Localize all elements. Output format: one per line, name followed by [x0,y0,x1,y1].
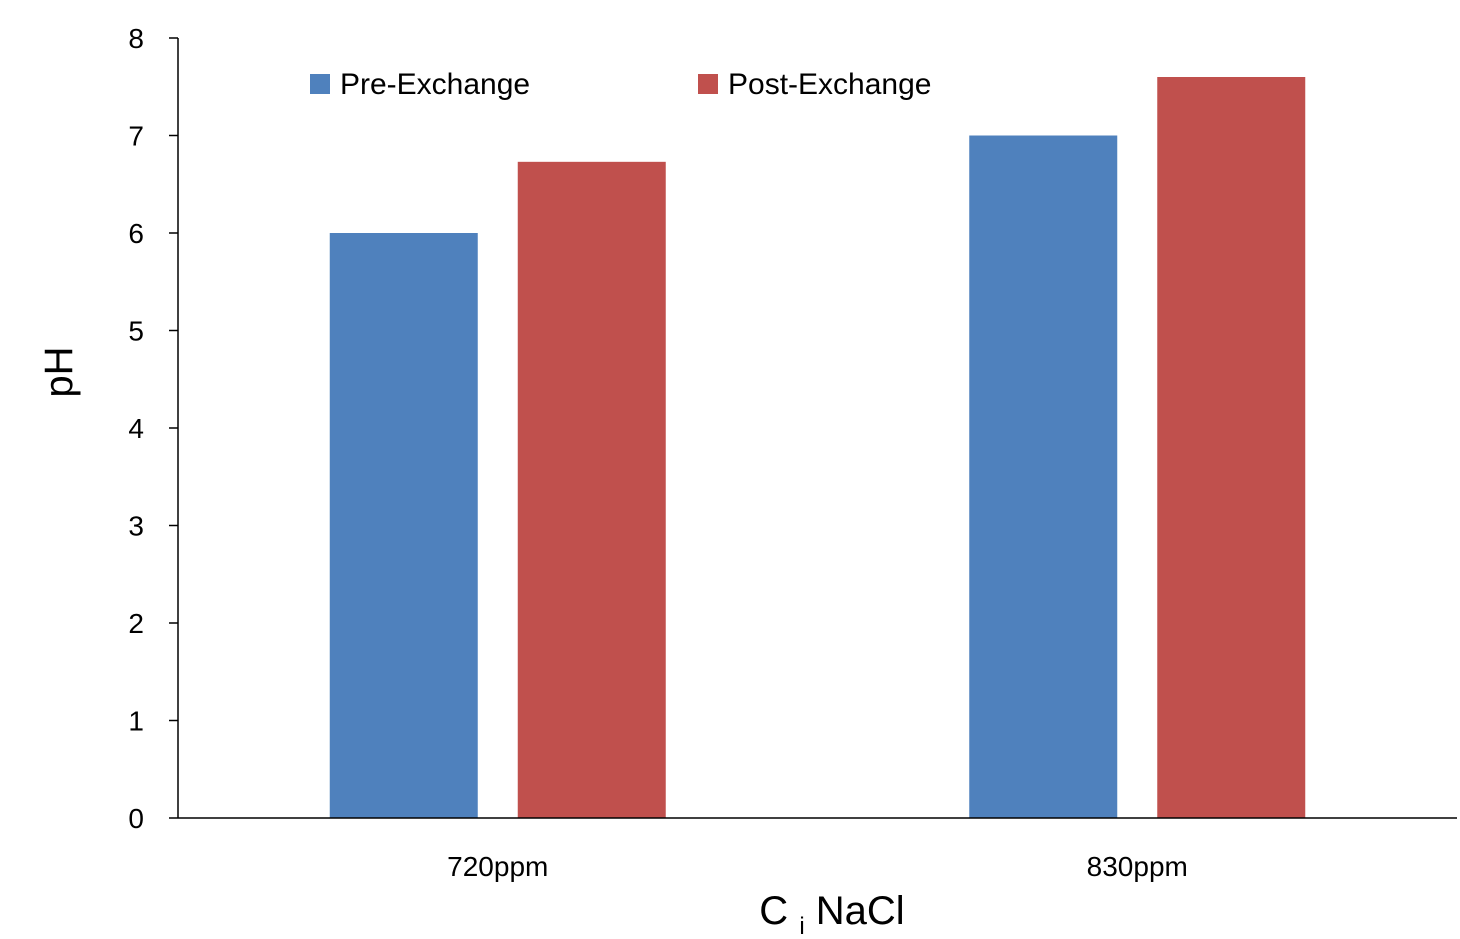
y-tick-label: 1 [128,706,144,737]
bar-pre-exchange-720ppm [329,233,478,818]
x-axis-title-rest: NaCl [816,889,905,933]
bar-pre-exchange-830ppm [969,135,1118,818]
bar-post-exchange-720ppm [517,161,666,818]
y-axis-title: pH [37,346,81,397]
bar-post-exchange-830ppm [1157,77,1306,818]
bars-layer [329,77,1306,818]
x-axis-title-main: C [759,889,788,933]
legend-swatch [698,74,718,94]
y-tick-label: 6 [128,218,144,249]
x-categories-layer: 720ppm 830ppm [447,851,1188,882]
y-tick-label: 8 [128,23,144,54]
y-ticks-layer: 0 1 2 3 4 5 6 7 8 [128,23,178,834]
y-tick-label: 3 [128,511,144,542]
y-tick-label: 0 [128,803,144,834]
y-tick-label: 7 [128,121,144,152]
legend-label: Post-Exchange [728,68,931,101]
x-axis-title: C i NaCl [759,889,904,934]
legend-label: Pre-Exchange [340,68,530,101]
legend: Pre-Exchange Post-Exchange [310,68,931,101]
y-tick-label: 5 [128,316,144,347]
x-axis-title-subscript: i [799,913,804,934]
y-tick-label: 4 [128,413,144,444]
x-category-label: 720ppm [447,851,548,882]
legend-swatch [310,74,330,94]
x-category-label: 830ppm [1087,851,1188,882]
y-tick-label: 2 [128,608,144,639]
